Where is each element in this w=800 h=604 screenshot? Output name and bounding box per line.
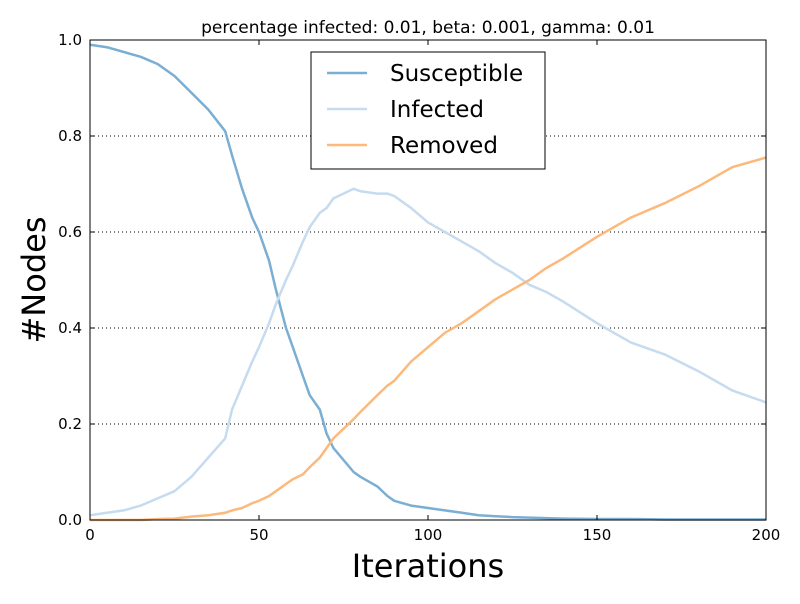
y-tick-label: 1.0 — [58, 31, 82, 49]
legend-label-susceptible: Susceptible — [390, 61, 523, 87]
series-line-susceptible — [89, 43, 766, 521]
x-tick-label: 0 — [85, 526, 95, 544]
x-tick-label: 200 — [752, 526, 781, 544]
series-line-removed — [90, 156, 767, 522]
x-tick-label: 50 — [249, 526, 268, 544]
legend-label-removed: Removed — [390, 133, 498, 159]
y-tick-label: 0.2 — [58, 415, 82, 433]
x-axis-label: Iterations — [352, 547, 504, 585]
x-tick-label: 100 — [414, 526, 443, 544]
x-tick-label: 150 — [583, 526, 612, 544]
chart-title: percentage infected: 0.01, beta: 0.001, … — [201, 18, 655, 38]
legend-box — [310, 51, 546, 170]
legend: Susceptible Infected Removed — [310, 51, 546, 170]
y-tick-label: 0.6 — [58, 223, 82, 241]
series-lines — [89, 43, 767, 522]
y-tick-label: 0.8 — [58, 127, 82, 145]
x-axis: 0 50 100 150 200 — [85, 40, 780, 544]
series-line-infected — [89, 187, 767, 517]
y-tick-label: 0.4 — [58, 319, 82, 337]
grid-lines — [90, 135, 766, 425]
y-axis-label: #Nodes — [15, 217, 53, 344]
y-axis: 0.0 0.2 0.4 0.6 0.8 1.0 — [58, 31, 766, 529]
legend-label-infected: Infected — [390, 97, 484, 123]
y-tick-label: 0.0 — [58, 511, 82, 529]
